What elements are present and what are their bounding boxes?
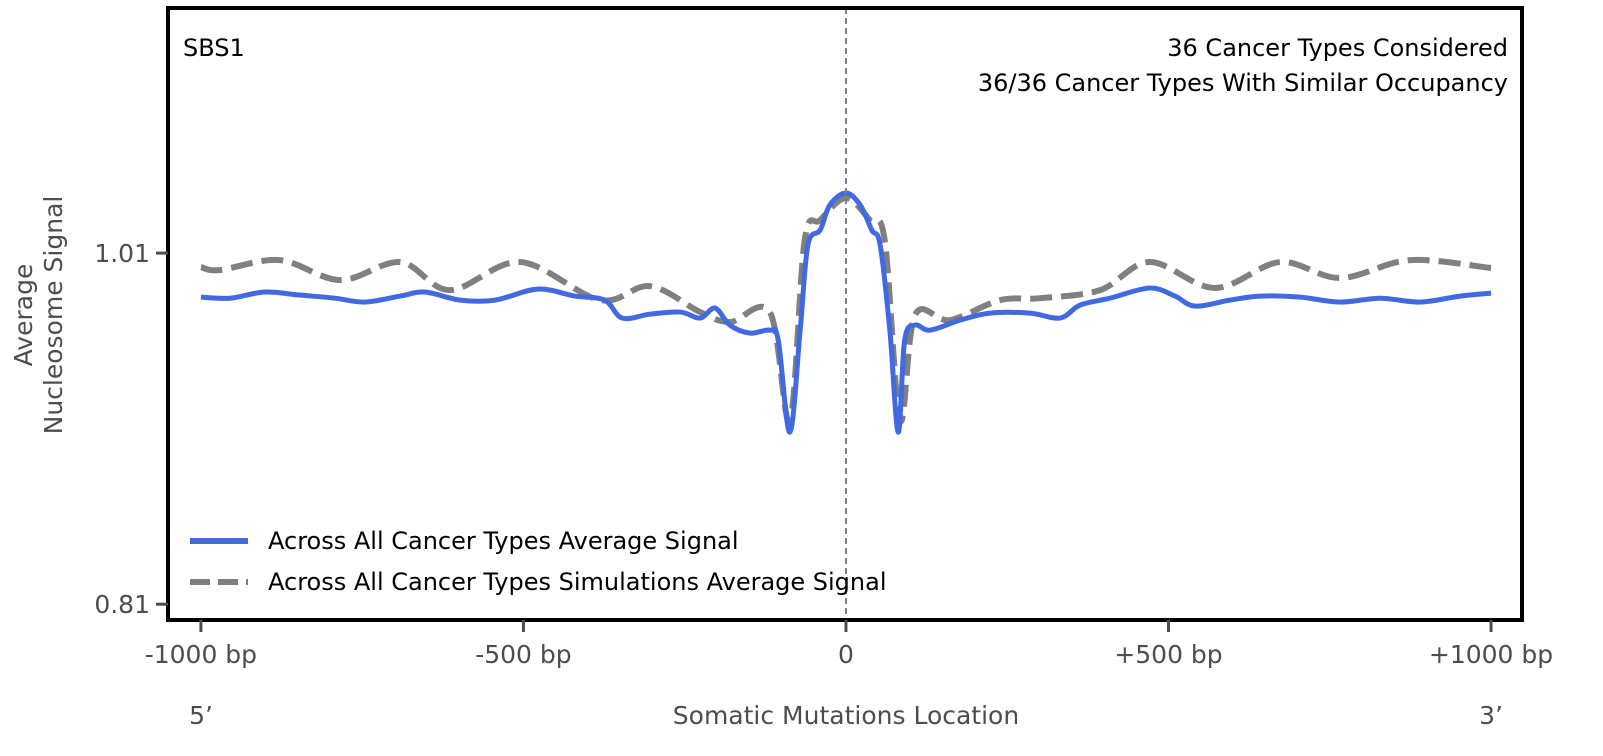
legend-label-observed: Across All Cancer Types Average Signal [268,527,739,555]
legend: Across All Cancer Types Average Signal A… [190,527,887,596]
series-line-simulated [200,194,1492,425]
five-prime-label: 5’ [189,701,213,730]
annotation-similar-occupancy: 36/36 Cancer Types With Similar Occupanc… [978,69,1508,97]
y-axis-label-line2: Nucleosome Signal [39,196,68,435]
series-line-observed [200,190,1492,435]
x-axis-label: Somatic Mutations Location [673,701,1019,730]
signature-label: SBS1 [183,34,245,62]
x-tick-label: +1000 bp [1429,640,1553,669]
y-tick-label: 1.01 [94,239,150,268]
x-tick-label: +500 bp [1114,640,1222,669]
annotation-cancer-types: 36 Cancer Types Considered [1167,34,1508,62]
x-tick-label: 0 [838,640,854,669]
y-axis-label-line1: Average [9,264,38,367]
y-tick-label: 0.81 [94,590,150,619]
three-prime-label: 3’ [1479,701,1503,730]
x-tick-label: -500 bp [475,640,571,669]
x-tick-label: -1000 bp [145,640,257,669]
legend-label-simulated: Across All Cancer Types Simulations Aver… [268,568,887,596]
